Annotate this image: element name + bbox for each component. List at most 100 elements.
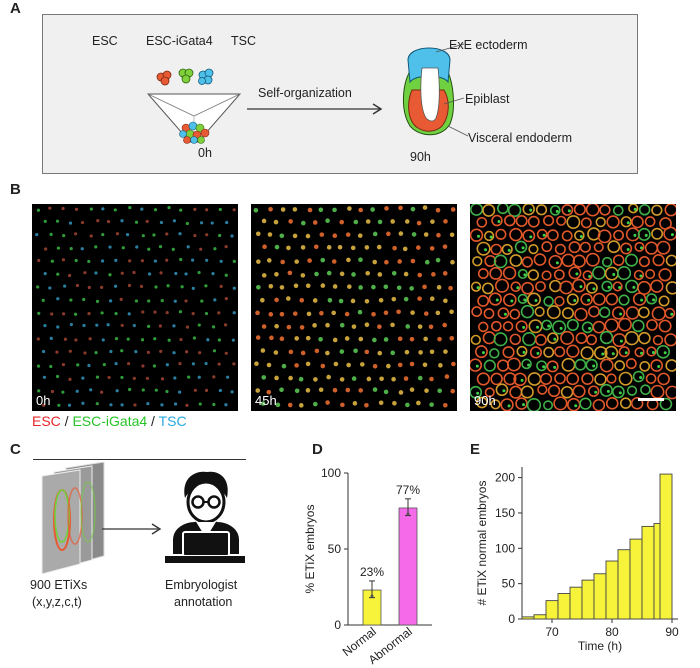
aggregate-dot: [429, 296, 435, 302]
aggregate-dot: [443, 298, 448, 304]
embryo-ring: [514, 240, 528, 254]
cell-dot: [633, 207, 637, 211]
aggregate-dot: [152, 233, 156, 237]
embryo-ring: [566, 397, 581, 411]
embryo-ring: [656, 344, 670, 359]
embryo-ring: [580, 217, 592, 229]
aggregate-dot: [350, 298, 356, 304]
embryo-ring: [477, 295, 490, 307]
embryo-ring: [574, 358, 587, 371]
aggregate-dot: [134, 299, 139, 303]
aggregate-dot: [147, 247, 151, 251]
y-axis-label: % ETiX embryos: [303, 505, 317, 594]
aggregate-dot: [255, 388, 261, 393]
embryo-ring: [559, 280, 574, 295]
aggregate-dot: [409, 336, 415, 342]
embryo-ring: [522, 332, 537, 347]
aggregate-dot: [43, 271, 47, 276]
embryo-ring: [566, 318, 579, 331]
aggregate-dot: [442, 322, 448, 328]
aggregate-dot: [101, 338, 105, 342]
data-label: 77%: [396, 483, 420, 497]
aggregate-dot: [279, 387, 284, 393]
aggregate-dot: [286, 324, 292, 330]
embryo-ring: [495, 383, 509, 397]
cell-dot: [555, 261, 559, 265]
aggregate-dot: [344, 311, 350, 317]
embryo-ring: [658, 268, 672, 282]
embryo-ring: [599, 204, 611, 216]
embryo-ring: [539, 372, 553, 385]
embryo-ring: [560, 385, 574, 399]
aggregate-dot: [280, 207, 286, 212]
aggregate-dot: [140, 207, 144, 211]
aggregate-dot: [153, 259, 157, 263]
aggregate-dot: [83, 271, 87, 275]
aggregate-dot: [128, 387, 132, 392]
aggregate-dot: [442, 271, 448, 276]
aggregate-dot: [417, 324, 423, 329]
aggregate-dot: [204, 388, 209, 392]
aggregate-dot: [299, 325, 305, 330]
aggregate-dot: [366, 376, 372, 382]
esc-igata4-cluster: [178, 68, 194, 84]
aggregate-dot: [443, 219, 448, 224]
aggregate-dot: [266, 258, 272, 263]
aggregate-dot: [275, 402, 281, 408]
aggregate-dot: [449, 232, 455, 238]
aggregate-dot: [132, 270, 136, 275]
cell-dot: [536, 325, 540, 329]
histogram-bar: [659, 473, 673, 620]
cell-dot: [567, 209, 571, 213]
aggregate-dot: [313, 401, 318, 407]
embryo-ring: [572, 384, 586, 398]
aggregate-dot: [198, 402, 202, 406]
aggregate-dot: [377, 350, 383, 356]
panel-a-letter: A: [10, 0, 21, 17]
aggregate-dot: [435, 257, 441, 263]
aggregate-dot: [73, 312, 78, 316]
cell-dot: [522, 403, 526, 407]
panel-c-letter: C: [10, 441, 21, 458]
cell-dot: [592, 364, 596, 368]
embryo-ring: [656, 240, 671, 255]
embryo-ring: [586, 334, 598, 346]
aggregate-dot: [217, 362, 221, 366]
aggregate-dot: [217, 311, 221, 315]
histogram-bar: [521, 616, 535, 620]
cell-dot: [559, 326, 563, 330]
embryo-ring: [543, 214, 555, 227]
histogram-bar: [593, 573, 607, 620]
embryo-ring: [528, 319, 543, 334]
embryo-ring: [606, 215, 620, 229]
embryo-ring: [632, 292, 647, 306]
aggregate-dot: [307, 207, 313, 213]
embryo-ring: [625, 227, 640, 242]
embryo-ring: [645, 269, 656, 280]
embryo-ring: [581, 321, 594, 334]
aggregate-dot: [87, 311, 91, 316]
aggregate-dot: [390, 219, 395, 224]
aggregate-dot: [260, 348, 266, 353]
aggregate-dot: [305, 388, 311, 393]
y-axis-label: # ETiX normal embryos: [475, 481, 489, 606]
etix-count-label: 900 ETiXs: [30, 578, 88, 592]
aggregate-dot: [184, 272, 188, 276]
embryo-ring: [520, 385, 534, 399]
embryo-ring: [554, 295, 565, 307]
aggregate-dot: [41, 349, 46, 354]
aggregate-dot: [95, 299, 100, 303]
aggregate-dot: [120, 271, 124, 275]
aggregate-dot: [199, 221, 204, 225]
embryo-ring: [592, 292, 606, 306]
aggregate-dot: [68, 221, 73, 225]
aggregate-dot: [428, 324, 434, 330]
embryo-ring: [599, 306, 611, 318]
aggregate-dot: [114, 337, 119, 341]
aggregate-dot: [172, 324, 176, 328]
embryo-ring: [585, 252, 600, 267]
annotation-label-line1: Embryologist: [165, 578, 238, 592]
cell-dot: [579, 235, 583, 239]
cell-dot: [476, 286, 480, 290]
embryo-ring: [646, 346, 657, 357]
